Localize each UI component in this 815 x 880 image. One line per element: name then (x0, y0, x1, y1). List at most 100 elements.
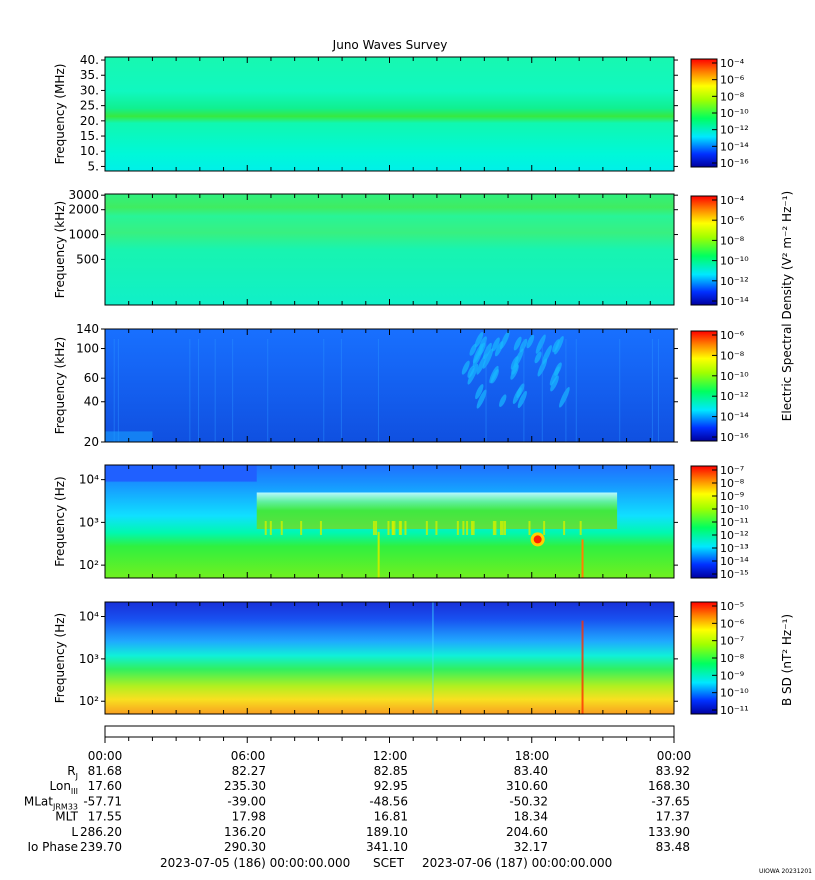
ephemeris-value: -37.65 (651, 794, 690, 808)
emission-spike (391, 521, 394, 536)
emission-spike (387, 521, 390, 536)
footer-credit: UIOWA 20231201 (759, 868, 812, 875)
noise-line (619, 339, 621, 442)
emission-streak (491, 337, 500, 352)
y-tick-label: 10³ (79, 652, 99, 666)
y-tick-label: 40 (84, 395, 99, 409)
emission-streak (549, 366, 560, 386)
emission-spike (393, 521, 396, 536)
emission-spike (456, 521, 459, 536)
colorbar-tick-label: 10⁻⁸ (720, 349, 745, 362)
noise-line (214, 339, 216, 442)
y-tick-label: 30. (80, 83, 99, 97)
ephemeris-row-label: MLT (55, 810, 78, 824)
emission-spike (563, 521, 566, 536)
y-tick-label: 500 (76, 252, 99, 266)
colorbar-tick-label: 10⁻¹⁰ (720, 503, 749, 516)
emission-streak (469, 343, 477, 356)
colorbar-scale (690, 330, 718, 442)
ephemeris-value: 310.60 (506, 779, 548, 793)
emission-spike (462, 521, 465, 536)
ephemeris-row-label: LonIII (50, 779, 79, 796)
colorbar-tick-label: 10⁻⁶ (720, 214, 745, 227)
y-tick-label: 140 (76, 322, 99, 336)
y-tick-label: 20. (80, 114, 99, 128)
y-tick-label: 1000 (68, 228, 99, 242)
ephemeris-value: 16.81 (374, 810, 408, 824)
colorbar-tick-label: 10⁻⁶ (720, 74, 745, 87)
y-axis-label: Frequency (MHz) (53, 64, 67, 165)
emission-spike (435, 521, 438, 536)
colorbar-4: 10⁻⁷10⁻⁸10⁻⁹10⁻¹⁰10⁻¹¹10⁻¹²10⁻¹³10⁻¹⁴10⁻… (690, 464, 749, 581)
ephemeris-row-label: L (71, 825, 78, 839)
ephemeris-value: 92.95 (374, 779, 408, 793)
electric-colorbar-label: Electric Spectral Density (V² m⁻² Hz⁻¹) (780, 191, 794, 421)
emission-spike (472, 521, 475, 536)
ephemeris-value: 17.55 (88, 810, 122, 824)
spectrogram-image (105, 329, 674, 442)
y-axis-label: Frequency (Hz) (53, 613, 67, 704)
y-tick-label: 40. (80, 53, 99, 67)
colorbar-tick-label: 10⁻⁸ (720, 234, 745, 247)
noise-line (117, 339, 119, 442)
colorbar-tick-label: 10⁻¹⁴ (720, 411, 749, 424)
emission-streak (467, 363, 479, 385)
colorbar-tick-label: 10⁻¹⁶ (720, 157, 749, 170)
emission-spike (372, 521, 375, 536)
spectrogram-image (105, 57, 674, 171)
emission-spike (399, 521, 402, 536)
emission-spike (300, 521, 303, 536)
emission-streak (535, 334, 546, 354)
y-tick-label: 10² (79, 694, 99, 708)
emission-spike (543, 521, 546, 536)
y-tick-label: 10. (80, 144, 99, 158)
emission-streak (467, 365, 475, 378)
ephemeris-value: 239.70 (80, 840, 122, 854)
colorbar-tick-label: 10⁻¹⁵ (720, 568, 749, 581)
footer-start: 2023-07-05 (186) 00:00:00.000 (160, 856, 350, 870)
vertical-spike (581, 620, 584, 714)
y-tick-label: 10⁴ (79, 610, 99, 624)
colorbar-1: 10⁻⁴ 10⁻⁶ 10⁻⁸ 10⁻¹⁰ 10⁻¹² 10⁻¹⁴ 10⁻¹⁶ (690, 57, 749, 170)
colorbar-tick-label: 10⁻¹⁰ (720, 370, 749, 383)
emission-spike (404, 521, 407, 536)
noise-line (113, 339, 115, 442)
ephemeris-value: 286.20 (80, 825, 122, 839)
ephemeris-value: 81.68 (88, 764, 122, 778)
chart-title: Juno Waves Survey (332, 38, 448, 52)
footer-scet: SCET (373, 856, 405, 870)
y-tick-label: 20 (84, 435, 99, 449)
colorbar-tick-label: 10⁻⁶ (720, 329, 745, 342)
noise-line (340, 339, 342, 442)
spectrogram-image (105, 602, 674, 714)
y-tick-label: 60 (84, 371, 99, 385)
spectrogram-panel-5: 10⁴ 10³ 10² Frequency (Hz) (53, 601, 678, 715)
colorbar-tick-label: 10⁻¹² (720, 124, 749, 137)
ephemeris-row-label: RJ (67, 764, 78, 781)
emission-spike (579, 521, 582, 536)
emission-spike (425, 521, 428, 536)
footer-end: 2023-07-06 (187) 00:00:00.000 (422, 856, 612, 870)
ephemeris-value: 235.30 (224, 779, 266, 793)
time-label: 12:00 (373, 749, 408, 763)
vertical-spike (581, 539, 584, 578)
emission-streak (513, 348, 524, 368)
colorbar-scale (690, 195, 718, 306)
ephemeris-value: -50.32 (509, 794, 548, 808)
emission-streak (479, 336, 487, 350)
y-tick-label: 5. (88, 159, 99, 173)
ephemeris-value: -57.71 (83, 794, 122, 808)
colorbar-tick-label: 10⁻¹⁴ (720, 555, 749, 568)
ephemeris-row-label: Io Phase (27, 840, 78, 854)
y-tick-label: 10⁴ (79, 473, 99, 487)
emission-spike (319, 521, 322, 536)
colorbar-tick-label: 10⁻⁴ (720, 194, 745, 207)
colorbar-tick-label: 10⁻¹⁰ (720, 687, 749, 700)
colorbar-5: 10⁻⁵ 10⁻⁶ 10⁻⁷ 10⁻⁸ 10⁻⁹ 10⁻¹⁰ 10⁻¹¹ (690, 600, 749, 717)
emission-streak (526, 334, 535, 349)
noise-line (523, 339, 525, 442)
hot-spot-core (533, 535, 542, 544)
ephemeris-value: 83.92 (656, 764, 690, 778)
emission-spike (501, 521, 504, 536)
